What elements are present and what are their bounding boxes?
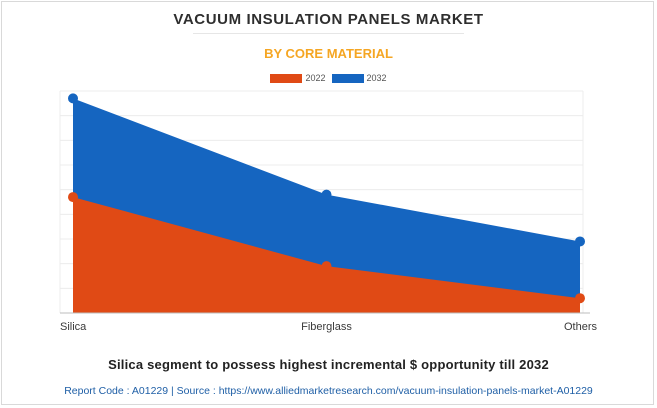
chart-title: VACUUM INSULATION PANELS MARKET [173, 11, 484, 28]
legend-label-2022: 2022 [305, 73, 326, 83]
chart-subtitle: BY CORE MATERIAL [264, 46, 393, 61]
x-tick-label: Others [564, 321, 598, 333]
point-2032-fiberglass[interactable] [321, 189, 332, 200]
area-2022 [73, 197, 580, 313]
point-2022-others[interactable] [575, 293, 585, 304]
legend-item-2022[interactable]: 2022 [270, 73, 326, 83]
source-line[interactable]: Report Code : A01229 | Source : https://… [64, 385, 593, 397]
point-2022-fiberglass[interactable] [321, 261, 332, 272]
point-2022-silica[interactable] [68, 192, 78, 203]
legend-swatch-2032 [331, 73, 364, 83]
legend-label-2032: 2032 [366, 73, 387, 83]
footer-headline: Silica segment to possess highest increm… [108, 357, 549, 372]
legend-swatch-2022 [270, 73, 303, 83]
point-2032-silica[interactable] [68, 93, 78, 104]
x-axis-ticks: Silica Fiberglass Others [60, 321, 597, 333]
area-series [73, 98, 580, 314]
point-2032-others[interactable] [575, 236, 585, 247]
x-tick-label: Silica [60, 321, 87, 333]
x-tick-label: Fiberglass [301, 321, 352, 333]
chart-legend: 2022 2032 [0, 73, 657, 83]
legend-item-2032[interactable]: 2032 [331, 73, 387, 83]
data-points [68, 93, 585, 304]
title-divider [193, 33, 464, 34]
